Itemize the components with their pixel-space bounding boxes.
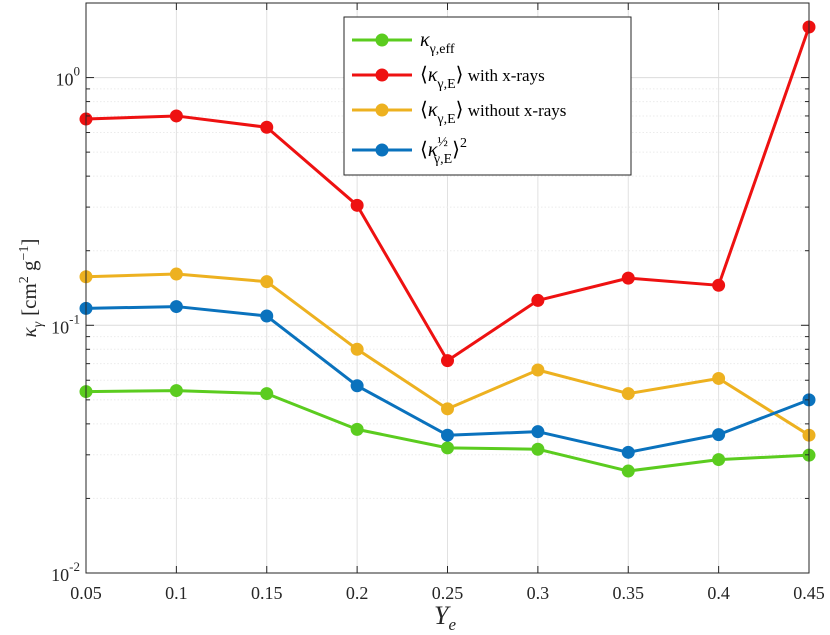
data-point (350, 198, 364, 212)
legend-swatch-marker-sqrt-squared (375, 143, 389, 157)
data-point (169, 109, 183, 123)
legend-label-without-xrays: ⟨κγ,E⟩ without x-rays (420, 99, 566, 127)
x-tick-label: 0.3 (527, 583, 550, 603)
series-0 (79, 384, 816, 478)
x-axis-label-sub: e (448, 615, 456, 634)
y-tick-label: 10-1 (51, 311, 80, 337)
data-point (260, 387, 274, 401)
data-point (531, 442, 545, 456)
data-point (441, 441, 454, 455)
x-tick-label: 0.4 (707, 583, 730, 603)
data-point (531, 425, 545, 439)
legend-label-with-xrays: ⟨κγ,E⟩ with x-rays (420, 64, 545, 92)
x-tick-label: 0.15 (251, 583, 283, 603)
data-point (169, 300, 183, 314)
legend-entry-sqrt-squared: ⟨κ½ γ,E⟩2 (352, 135, 467, 167)
data-point (531, 363, 545, 377)
x-tick-label: 0.25 (432, 583, 464, 603)
legend-entry-with-xrays: ⟨κγ,E⟩ with x-rays (352, 64, 545, 92)
data-point (712, 278, 726, 292)
y-tick-label: 10-2 (51, 559, 80, 585)
y-label-g: g (17, 260, 41, 276)
y-axis-label: κγ [cm2 g−1] (17, 239, 46, 338)
data-point (712, 428, 726, 442)
y-label-bracket-open: [cm (17, 283, 41, 316)
data-point (441, 428, 454, 442)
series-3 (79, 300, 816, 459)
data-point (712, 453, 726, 467)
legend-entry-kappa-eff: κγ,eff (352, 29, 455, 57)
data-point (350, 422, 364, 436)
data-point (260, 309, 274, 323)
data-point (441, 402, 454, 416)
series-1 (79, 20, 816, 368)
legend-label-sqrt-squared: ⟨κ½ γ,E⟩2 (420, 135, 467, 167)
data-point (621, 271, 635, 285)
data-point (531, 293, 545, 307)
legend-swatch-marker-kappa-eff (375, 33, 389, 47)
x-tick-label: 0.2 (346, 583, 369, 603)
x-tick-label: 0.1 (165, 583, 188, 603)
y-label-sub: γ (31, 321, 46, 327)
legend-label-kappa-eff: κγ,eff (420, 29, 455, 57)
x-axis-ticks: 0.05 0.1 0.15 0.2 0.25 0.3 0.35 0.4 0.45 (70, 3, 825, 603)
y-label-kappa: κ (17, 326, 41, 337)
data-point (441, 354, 454, 368)
series-layer (79, 20, 816, 478)
data-point (350, 342, 364, 356)
data-point (712, 371, 726, 385)
y-label-sup-m1: −1 (17, 246, 32, 261)
legend-swatch-marker-with-xrays (375, 68, 389, 82)
y-label-sup-2: 2 (17, 276, 32, 283)
x-tick-label: 0.45 (793, 583, 825, 603)
data-point (169, 267, 183, 281)
data-point (260, 275, 274, 289)
data-point (621, 387, 635, 401)
data-point (621, 464, 635, 478)
x-tick-label: 0.05 (70, 583, 102, 603)
data-point (260, 120, 274, 134)
legend: κγ,eff ⟨κγ,E⟩ with x-rays ⟨κγ,E⟩ without… (343, 16, 632, 176)
data-point (350, 379, 364, 393)
svg-text:κγ[cm2 g−1]: κγ [cm2 g−1] (17, 239, 46, 338)
y-axis-ticks: 10-2 10-1 100 (51, 64, 809, 585)
series-2 (79, 267, 816, 442)
y-label-bracket-close: ] (17, 239, 41, 246)
x-axis-label-main: Y (434, 601, 451, 630)
x-tick-label: 0.35 (613, 583, 645, 603)
legend-entry-without-xrays: ⟨κγ,E⟩ without x-rays (352, 99, 566, 127)
data-point (621, 445, 635, 459)
x-axis-label: Ye (434, 601, 456, 634)
legend-swatch-marker-without-xrays (375, 103, 389, 117)
data-point (169, 384, 183, 398)
y-tick-label: 100 (56, 64, 81, 90)
